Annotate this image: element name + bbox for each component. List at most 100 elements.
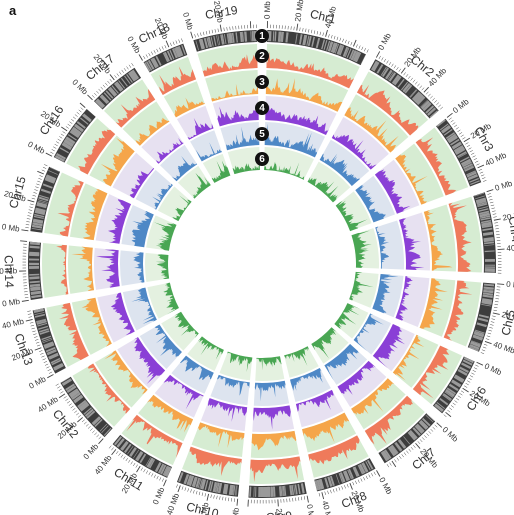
- minor-tick: [480, 174, 485, 177]
- track-5-series-chr2: [319, 153, 360, 186]
- ideogram-band: [421, 100, 430, 109]
- tick-label-chr4-40: 40 Mb: [506, 243, 514, 253]
- ideogram-band: [471, 340, 481, 345]
- ideogram-band: [95, 99, 104, 108]
- ideogram-band: [70, 129, 80, 137]
- minor-tick: [115, 451, 119, 455]
- minor-tick: [482, 346, 487, 349]
- track-4-bg-chr16: [112, 152, 155, 199]
- ideogram-band: [407, 431, 416, 441]
- minor-tick: [39, 175, 43, 177]
- minor-tick: [161, 478, 164, 482]
- minor-tick: [153, 474, 156, 478]
- minor-tick: [213, 495, 215, 499]
- ideogram-band: [347, 469, 352, 480]
- tick-label-chr19-20: 20 Mb: [212, 0, 225, 24]
- track-4-series-chr6: [372, 323, 406, 369]
- minor-tick: [399, 455, 402, 459]
- ideogram-band: [29, 243, 40, 246]
- ideogram-band: [483, 237, 494, 240]
- minor-tick: [476, 163, 480, 166]
- track-2-bg-chr2: [356, 71, 429, 136]
- ideogram-band: [483, 239, 494, 243]
- minor-tick: [65, 398, 69, 401]
- ideogram-band: [213, 35, 217, 46]
- ideogram-band: [480, 219, 492, 224]
- minor-tick: [299, 27, 301, 32]
- ideogram-band: [229, 32, 233, 44]
- ideogram-band: [384, 449, 392, 459]
- ideogram-band: [394, 443, 401, 452]
- ideogram-band: [131, 69, 140, 80]
- track-6-series-chr2: [307, 176, 339, 203]
- track-4-bg-chr7: [337, 360, 387, 408]
- minor-tick: [176, 484, 178, 488]
- minor-tick: [352, 481, 355, 486]
- ideogram-band: [240, 31, 243, 42]
- ideogram-band: [344, 47, 350, 58]
- track-3-bg-chr1: [265, 70, 349, 112]
- minor-tick: [80, 107, 84, 111]
- ideogram-band: [451, 141, 461, 148]
- track-3-series-chr14: [71, 246, 95, 292]
- track-3-series-chr13: [81, 297, 112, 347]
- track-3-bg-chr13: [71, 297, 112, 355]
- ideogram-band: [415, 95, 424, 104]
- track-4-series-chr16: [129, 167, 155, 199]
- ideogram-band: [34, 312, 45, 315]
- ideogram-band: [400, 81, 409, 91]
- ideogram-band: [159, 464, 165, 474]
- ideogram-band: [479, 210, 490, 215]
- ideogram-band: [408, 430, 418, 440]
- ideogram-band: [357, 464, 364, 475]
- track-4-series-chr8: [295, 389, 334, 412]
- minor-tick: [78, 109, 82, 113]
- minor-tick: [318, 492, 321, 497]
- track-2-series-chr18: [159, 66, 197, 95]
- minor-tick: [301, 496, 303, 501]
- ideogram-band: [55, 155, 65, 161]
- track-6-bg-chr2: [307, 161, 351, 203]
- ideogram-band: [71, 128, 81, 136]
- ideogram-band: [466, 170, 476, 176]
- minor-tick: [114, 75, 117, 79]
- ideogram-band: [459, 366, 469, 374]
- minor-tick: [32, 330, 36, 333]
- minor-tick: [408, 75, 411, 79]
- ideogram-band: [65, 136, 76, 144]
- track-2-series-chr9: [250, 456, 301, 482]
- ideogram-band: [482, 231, 493, 235]
- track-2-series-chr1: [266, 51, 355, 89]
- minor-tick: [63, 396, 67, 399]
- minor-tick: [30, 324, 35, 327]
- ideogram-band: [231, 32, 235, 43]
- ideogram-band: [360, 55, 366, 65]
- ideogram-band: [483, 288, 494, 291]
- minor-tick: [175, 40, 178, 44]
- minor-tick: [74, 114, 78, 117]
- ideogram-band: [69, 131, 79, 139]
- ideogram-band: [414, 425, 423, 434]
- ideogram-band: [197, 478, 202, 489]
- ideogram-band: [82, 114, 91, 123]
- minor-tick: [116, 73, 120, 77]
- major-tick: [163, 479, 167, 487]
- minor-tick: [68, 403, 72, 406]
- ideogram-band: [259, 486, 261, 497]
- minor-tick: [216, 495, 218, 500]
- tick-label-chr14-0: 0 Mb: [2, 297, 22, 309]
- minor-tick: [201, 492, 204, 496]
- ideogram-band: [417, 96, 426, 105]
- minor-tick: [347, 40, 350, 45]
- ideogram-band: [201, 479, 206, 490]
- minor-tick: [200, 32, 202, 37]
- track-3-bg-chr6: [392, 334, 439, 388]
- major-tick: [219, 24, 222, 32]
- minor-tick: [344, 39, 347, 44]
- ideogram-band: [176, 46, 181, 57]
- ideogram-band: [221, 34, 225, 45]
- minor-tick: [67, 123, 71, 127]
- minor-tick: [308, 29, 310, 33]
- ideogram-band: [422, 102, 432, 111]
- ideogram-band: [207, 480, 212, 491]
